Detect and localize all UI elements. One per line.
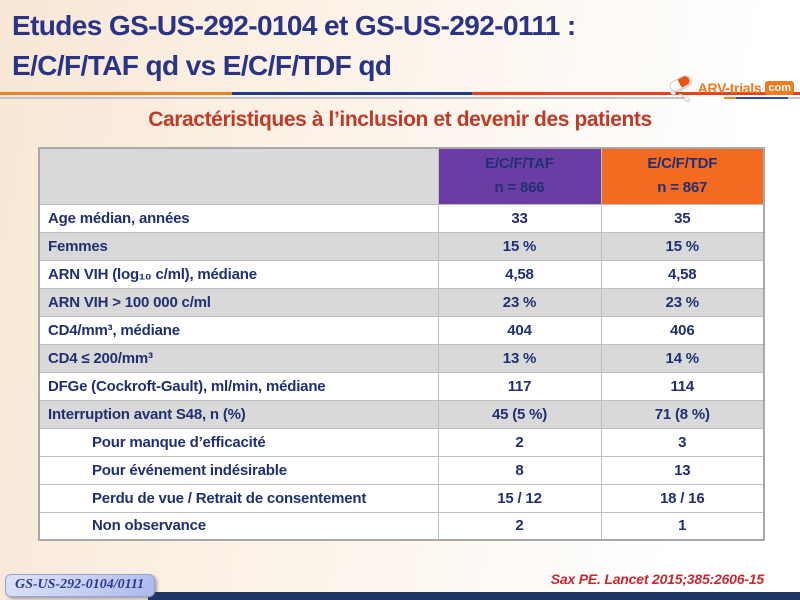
value-tdf: 35 (600, 203, 765, 233)
table-row: DFGe (Cockroft-Gault), ml/min, médiane 11… (38, 371, 765, 401)
title-line-1: Etudes GS-US-292-0104 et GS-US-292-0111 … (12, 10, 576, 41)
value-taf: 8 (437, 455, 602, 485)
column-n: n = 867 (657, 179, 708, 197)
logo-tld-badge: com (765, 81, 794, 95)
row-label: CD4/mm³, médiane (38, 315, 439, 345)
row-label: Femmes (38, 231, 439, 261)
column-header-taf: E/C/F/TAF n = 866 (437, 147, 602, 205)
study-id-badge[interactable]: GS-US-292-0104/0111 (5, 574, 156, 597)
row-label: Pour manque d’efficacité (38, 427, 439, 457)
column-name: E/C/F/TAF (485, 155, 554, 173)
row-label: Perdu de vue / Retrait de consentement (38, 483, 439, 513)
row-label: Age médian, années (38, 203, 439, 233)
value-tdf: 1 (600, 511, 765, 541)
footer-bar (148, 592, 800, 600)
pill-capsule-icon (667, 73, 695, 103)
title-line-2: E/C/F/TAF qd vs E/C/F/TDF qd (12, 50, 392, 81)
separator-line-bottom (0, 97, 800, 99)
value-taf: 404 (437, 315, 602, 345)
table-header-row: E/C/F/TAF n = 866 E/C/F/TDF n = 867 (38, 147, 765, 205)
value-taf: 33 (437, 203, 602, 233)
table-row: Perdu de vue / Retrait de consentement 15… (38, 483, 765, 513)
value-tdf: 15 % (600, 231, 765, 261)
value-taf: 2 (437, 427, 602, 457)
citation-text: Sax PE. Lancet 2015;385:2606-15 (550, 571, 764, 587)
value-tdf: 4,58 (600, 259, 765, 289)
value-tdf: 3 (600, 427, 765, 457)
value-tdf: 71 (8 %) (600, 399, 765, 429)
row-label: ARN VIH > 100 000 c/ml (38, 287, 439, 317)
table-row: Pour manque d’efficacité 2 3 (38, 427, 765, 457)
separator-line-top (0, 92, 800, 95)
table-body: Age médian, années 33 35 Femmes 15 % 15 % ARN … (38, 203, 765, 541)
slide-subtitle: Caractéristiques à l’inclusion et deveni… (148, 108, 652, 131)
page-title: Etudes GS-US-292-0104 et GS-US-292-0111 … (12, 6, 712, 86)
value-tdf: 18 / 16 (600, 483, 765, 513)
table-row: ARN VIH (log₁₀ c/ml), médiane 4,58 4,58 (38, 259, 765, 289)
table-row: CD4/mm³, médiane 404 406 (38, 315, 765, 345)
value-tdf: 13 (600, 455, 765, 485)
table-corner-cell (38, 147, 439, 205)
table-row: Age médian, années 33 35 (38, 203, 765, 233)
column-n: n = 866 (494, 179, 545, 197)
value-taf: 23 % (437, 287, 602, 317)
arv-trials-logo[interactable]: ARV-trials com (667, 73, 794, 103)
column-header-tdf: E/C/F/TDF n = 867 (600, 147, 765, 205)
value-taf: 15 % (437, 231, 602, 261)
value-tdf: 14 % (600, 343, 765, 373)
baseline-characteristics-table: E/C/F/TAF n = 866 E/C/F/TDF n = 867 Age … (38, 147, 765, 541)
value-taf: 117 (437, 371, 602, 401)
table-row: Femmes 15 % 15 % (38, 231, 765, 261)
table-row: Pour événement indésirable 8 13 (38, 455, 765, 485)
table-row: Interruption avant S48, n (%) 45 (5 %) 71 … (38, 399, 765, 429)
table-row: CD4 ≤ 200/mm³ 13 % 14 % (38, 343, 765, 373)
row-label: CD4 ≤ 200/mm³ (38, 343, 439, 373)
value-tdf: 406 (600, 315, 765, 345)
row-label: Interruption avant S48, n (%) (38, 399, 439, 429)
value-taf: 2 (437, 511, 602, 541)
logo-text: ARV-trials (697, 80, 762, 96)
row-label: Non observance (38, 511, 439, 541)
value-tdf: 114 (600, 371, 765, 401)
value-taf: 4,58 (437, 259, 602, 289)
row-label: Pour événement indésirable (38, 455, 439, 485)
value-taf: 45 (5 %) (437, 399, 602, 429)
column-name: E/C/F/TDF (647, 155, 718, 173)
value-tdf: 23 % (600, 287, 765, 317)
table-row: Non observance 2 1 (38, 511, 765, 541)
row-label: DFGe (Cockroft-Gault), ml/min, médiane (38, 371, 439, 401)
table-row: ARN VIH > 100 000 c/ml 23 % 23 % (38, 287, 765, 317)
value-taf: 15 / 12 (437, 483, 602, 513)
value-taf: 13 % (437, 343, 602, 373)
row-label: ARN VIH (log₁₀ c/ml), médiane (38, 259, 439, 289)
